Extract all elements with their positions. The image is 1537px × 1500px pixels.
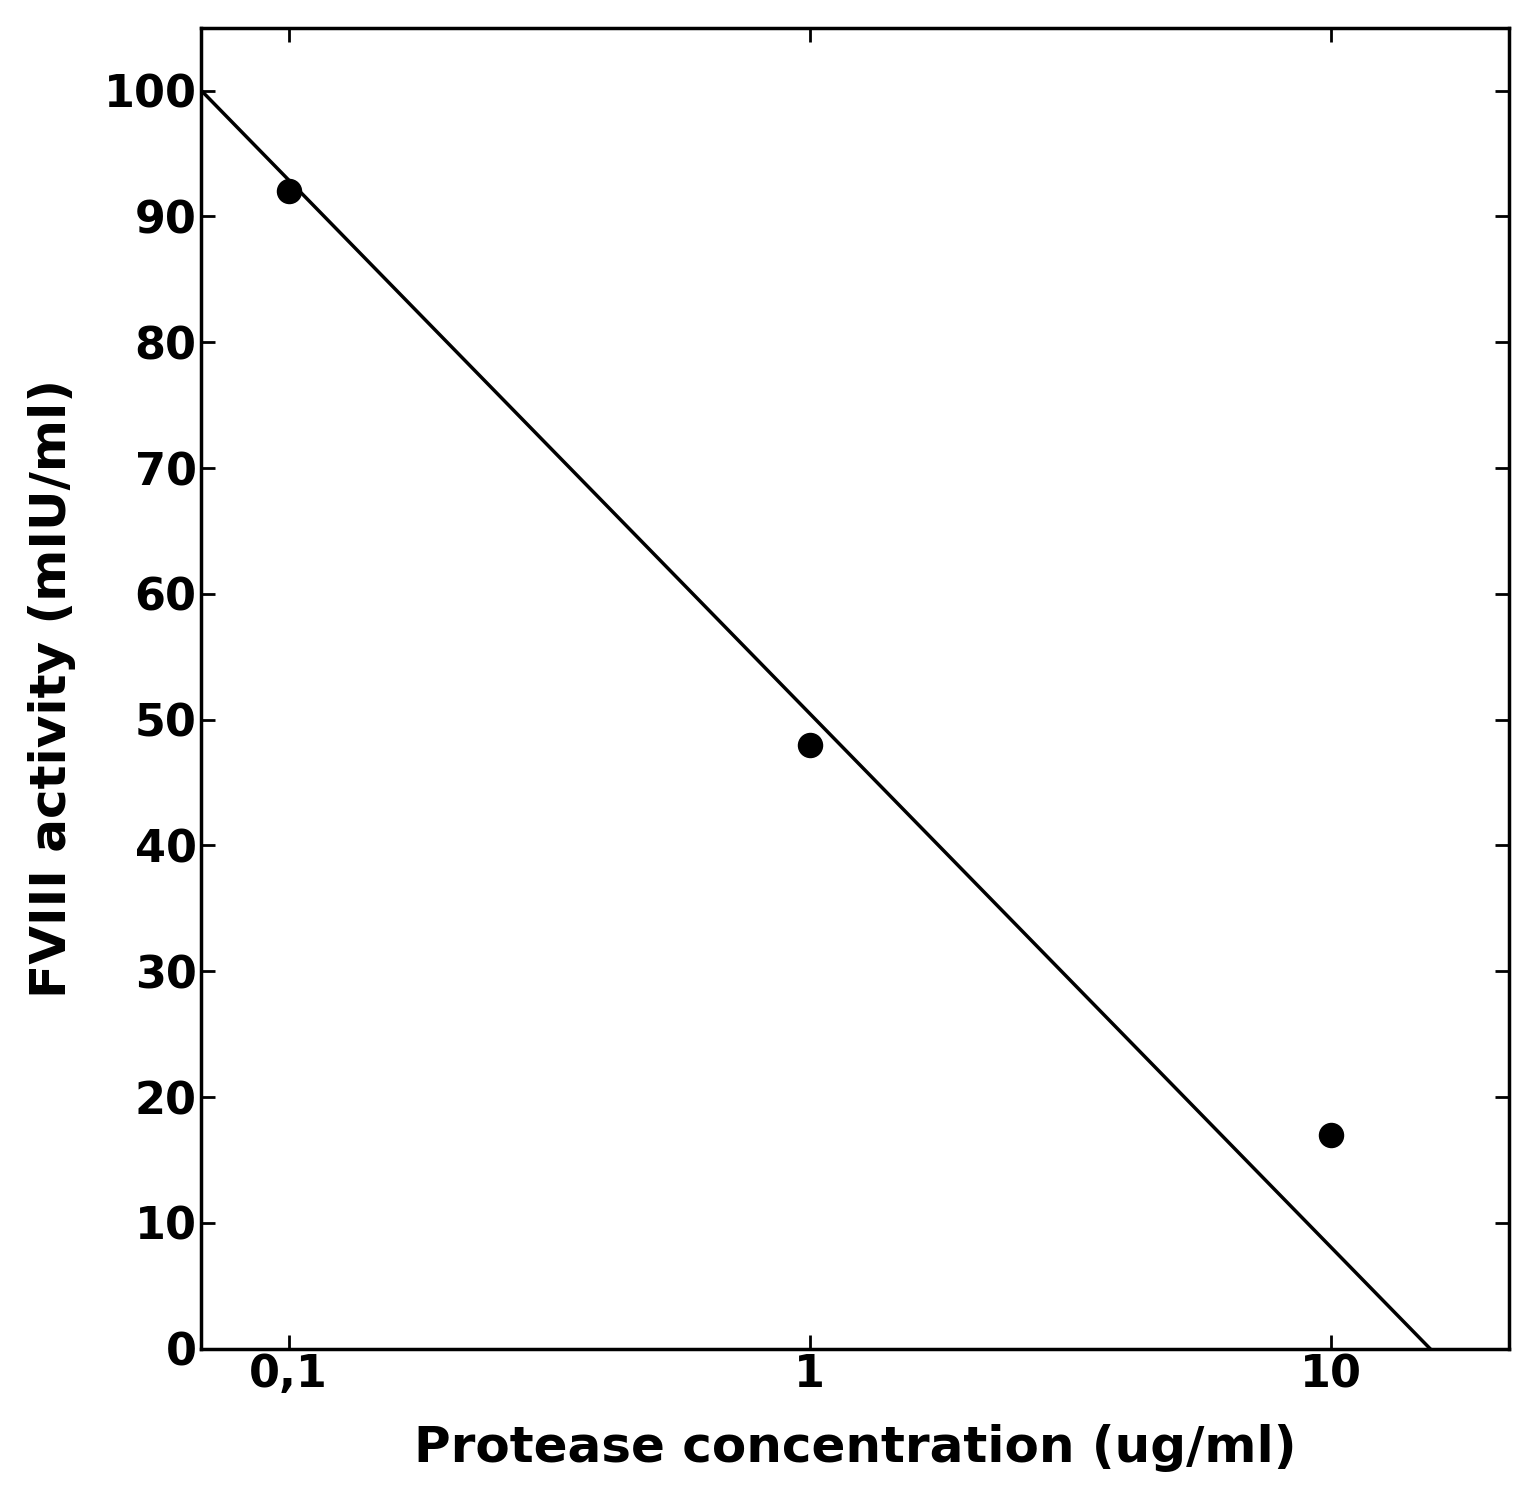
Point: [1319, 1122, 1343, 1146]
Point: [798, 734, 822, 758]
Point: [277, 180, 301, 204]
X-axis label: Protease concentration (ug/ml): Protease concentration (ug/ml): [413, 1424, 1297, 1472]
Y-axis label: FVIII activity (mIU/ml): FVIII activity (mIU/ml): [28, 378, 75, 998]
